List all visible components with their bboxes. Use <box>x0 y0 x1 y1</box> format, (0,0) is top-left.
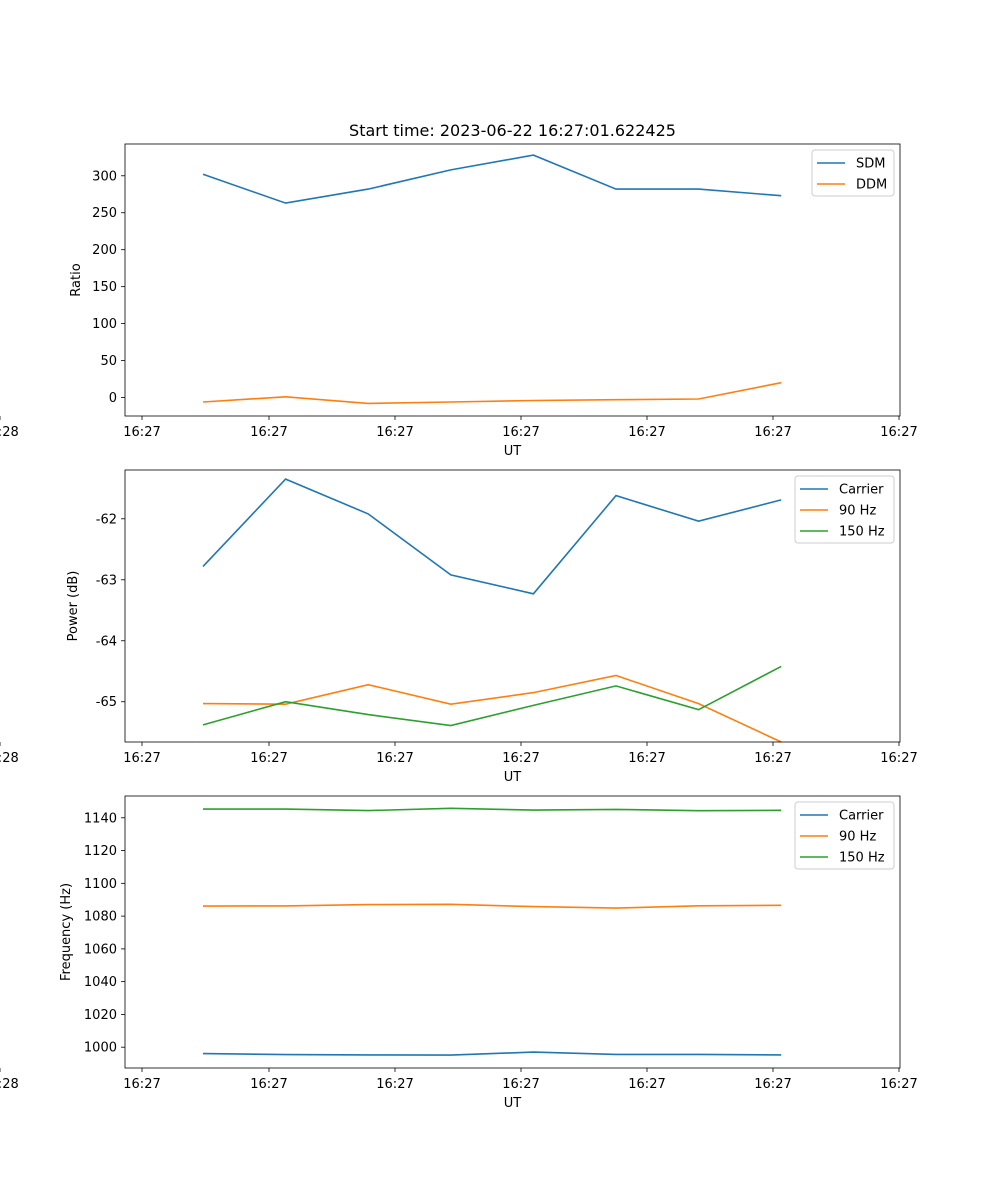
ratio-x-tick-label: 16:27 <box>880 425 917 440</box>
frequency-axes-frame <box>124 795 901 1069</box>
power-legend: Carrier 90 Hz 150 Hz <box>794 475 895 544</box>
power-x-tick-label: 16:27 <box>123 751 160 766</box>
frequency-y-tick-label: 1100 <box>84 877 117 892</box>
frequency-x-tick-label: 16:27 <box>502 1077 539 1092</box>
frequency-axes: 16:27 16:27 16:27 16:27 16:27 16:27 16:27 16:28… <box>0 795 918 1092</box>
legend-label-150-hz: 150 Hz <box>839 525 885 540</box>
legend-label-carrier: Carrier <box>839 483 884 498</box>
frequency-y-tick-label: 1060 <box>84 942 117 957</box>
ratio-y-tick-label: 250 <box>92 206 117 221</box>
power-axes-frame <box>124 469 901 743</box>
legend-label-sdm: SDM <box>856 157 885 172</box>
frequency-x-tick-label: 16:27 <box>123 1077 160 1092</box>
power-x-tick-label: 16:28 <box>0 751 19 766</box>
ratio-y-tick-label: 150 <box>92 280 117 295</box>
frequency-legend: Carrier 90 Hz 150 Hz <box>794 801 895 870</box>
panel-ratio: 16:27 16:27 16:27 16:27 16:27 16:27 16:27 16:28… <box>0 143 918 459</box>
chart-title: Start time: 2023-06-22 16:27:01.622425 <box>349 121 676 140</box>
frequency-y-tick-label: 1140 <box>84 811 117 826</box>
frequency-y-tick-label: 1020 <box>84 1008 117 1023</box>
power-x-tick-label: 16:27 <box>376 751 413 766</box>
power-x-axis-label: UT <box>504 770 522 785</box>
legend-label-90-hz: 90 Hz <box>839 830 876 845</box>
ratio-x-tick-label: 16:27 <box>628 425 665 440</box>
power-y-axis-label: Power (dB) <box>66 571 81 642</box>
ratio-x-tick-label: 16:27 <box>502 425 539 440</box>
legend-label-150-hz: 150 Hz <box>839 851 885 866</box>
frequency-x-tick-label: 16:27 <box>628 1077 665 1092</box>
series-line-sdm <box>202 154 782 204</box>
series-line-90-hz <box>202 903 782 909</box>
ratio-axes-frame <box>124 143 901 417</box>
frequency-y-tick-label: 1040 <box>84 975 117 990</box>
frequency-x-tick-label: 16:27 <box>880 1077 917 1092</box>
power-y-tick-label: -63 <box>96 573 117 588</box>
legend-label-90-hz: 90 Hz <box>839 504 876 519</box>
ratio-x-tick-label: 16:27 <box>123 425 160 440</box>
series-line-150-hz <box>203 807 782 812</box>
series-line-ddm <box>202 381 782 405</box>
power-axes: 16:27 16:27 16:27 16:27 16:27 16:27 16:27 16:28… <box>0 469 918 766</box>
ratio-axes: 16:27 16:27 16:27 16:27 16:27 16:27 16:27 16:28… <box>0 143 918 440</box>
ratio-y-axis-label: Ratio <box>69 263 84 296</box>
series-line-carrier <box>202 478 782 595</box>
ratio-y-tick-label: 100 <box>92 317 117 332</box>
ratio-y-tick-label: 50 <box>100 354 117 369</box>
panel-frequency: 16:27 16:27 16:27 16:27 16:27 16:27 16:27 16:28… <box>0 795 918 1111</box>
legend-label-ddm: DDM <box>856 178 887 193</box>
power-x-tick-label: 16:27 <box>880 751 917 766</box>
ratio-x-axis-label: UT <box>504 444 522 459</box>
ratio-legend: SDM DDM <box>811 149 895 197</box>
frequency-y-tick-label: 1000 <box>84 1041 117 1056</box>
frequency-legend-box <box>794 801 895 870</box>
power-legend-box <box>794 475 895 544</box>
frequency-x-tick-label: 16:27 <box>376 1077 413 1092</box>
power-y-tick-label: -65 <box>96 695 117 710</box>
frequency-y-tick-label: 1080 <box>84 910 117 925</box>
power-y-tick-label: -64 <box>96 634 117 649</box>
ratio-x-tick-label: 16:27 <box>250 425 287 440</box>
series-line-150-hz <box>202 665 782 727</box>
frequency-x-tick-label: 16:27 <box>250 1077 287 1092</box>
ratio-x-tick-label: 16:27 <box>376 425 413 440</box>
power-x-tick-label: 16:27 <box>754 751 791 766</box>
ratio-x-tick-label: 16:28 <box>0 425 19 440</box>
power-x-tick-label: 16:27 <box>502 751 539 766</box>
series-line-carrier <box>202 1051 782 1056</box>
frequency-x-axis-label: UT <box>504 1096 522 1111</box>
frequency-x-tick-label: 16:28 <box>0 1077 19 1092</box>
ratio-y-tick-label: 300 <box>92 169 117 184</box>
power-y-tick-label: -62 <box>96 512 117 527</box>
frequency-y-tick-label: 1120 <box>84 844 117 859</box>
legend-label-carrier: Carrier <box>839 809 884 824</box>
panel-power: 16:27 16:27 16:27 16:27 16:27 16:27 16:27 16:28… <box>0 469 918 785</box>
frequency-y-axis-label: Frequency (Hz) <box>59 883 74 981</box>
power-x-tick-label: 16:27 <box>628 751 665 766</box>
series-line-90-hz <box>202 674 782 743</box>
ratio-x-tick-label: 16:27 <box>754 425 791 440</box>
ratio-y-tick-label: 0 <box>109 391 117 406</box>
power-x-tick-label: 16:27 <box>250 751 287 766</box>
frequency-x-tick-label: 16:27 <box>754 1077 791 1092</box>
ratio-y-tick-label: 200 <box>92 243 117 258</box>
